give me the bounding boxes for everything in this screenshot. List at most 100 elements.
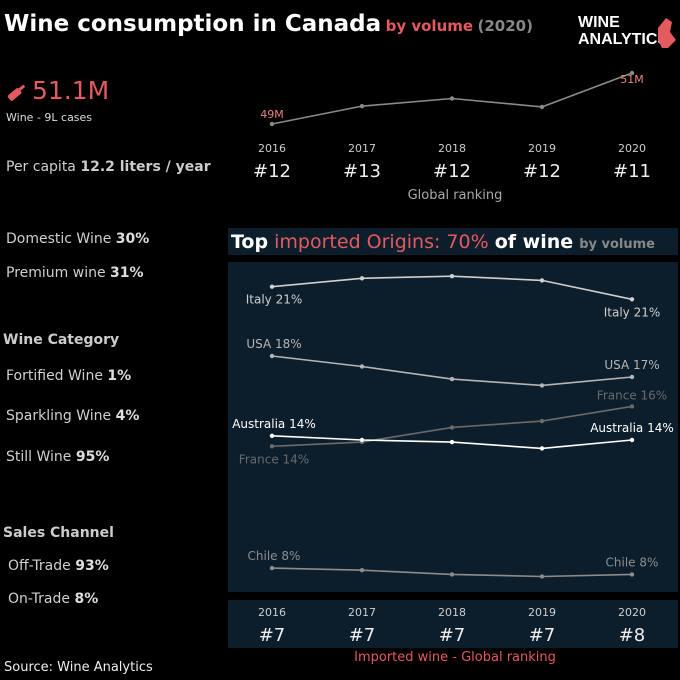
- ranking: #12: [523, 161, 561, 182]
- point: [359, 568, 365, 573]
- series-label: USA 18%: [246, 337, 301, 351]
- x-tick-label: 2018: [438, 142, 466, 155]
- origins-title: Top imported Origins: 70% of wine by vol…: [231, 231, 655, 253]
- title-part: Top: [231, 231, 268, 253]
- ranking: #8: [619, 625, 646, 646]
- stat-value: 31%: [110, 265, 144, 281]
- stat: Domestic Wine 30%: [6, 231, 149, 247]
- stat: On-Trade 8%: [8, 591, 98, 607]
- point: [449, 274, 455, 279]
- value-label: 8%: [639, 555, 658, 569]
- ranking-title: Imported wine - Global ranking: [354, 650, 556, 665]
- stat-label: Fortified Wine: [6, 368, 103, 384]
- series-name: USA: [246, 337, 272, 351]
- stat-label: Off-Trade: [8, 558, 71, 574]
- per-capita: Per capita 12.2 liters / year: [6, 159, 211, 175]
- x-tick-label: 2020: [618, 142, 646, 155]
- series-name: France: [239, 452, 279, 466]
- stat-label: Still Wine: [6, 449, 71, 465]
- left-stats: Domestic Wine 30% Premium wine 31% Fortifi…: [6, 231, 149, 607]
- series-label: Italy 21%: [246, 293, 303, 307]
- ranking: #11: [613, 161, 651, 182]
- x-tick-label: 2019: [528, 142, 556, 155]
- point: [539, 574, 545, 579]
- title: Wine consumption in Canada by volume (20…: [4, 11, 533, 37]
- per-capita-label: Per capita: [6, 159, 76, 175]
- stat-value: 1%: [107, 368, 131, 384]
- value-label: 21%: [276, 293, 303, 307]
- series-label: Italy 21%: [604, 305, 661, 319]
- x-tick-label: 2018: [438, 606, 466, 619]
- series-label: Chile 8%: [248, 549, 301, 563]
- point: [269, 433, 275, 438]
- point: [359, 437, 365, 443]
- point: [539, 446, 545, 451]
- title-year: (2020): [478, 17, 533, 35]
- kpi-label: Wine - 9L cases: [6, 111, 92, 124]
- stat-value: 93%: [75, 558, 109, 574]
- point: [629, 374, 635, 380]
- stat: Still Wine 95%: [6, 449, 109, 465]
- x-tick-label: 2016: [258, 606, 286, 619]
- ranking: #7: [529, 625, 556, 646]
- point: [359, 364, 365, 369]
- value-label: 14%: [289, 417, 316, 431]
- point: [629, 404, 635, 409]
- value-label: 14%: [647, 421, 674, 435]
- point: [359, 103, 365, 109]
- ranking-panel: [228, 600, 678, 648]
- value-label: 51M: [620, 73, 644, 86]
- point: [629, 70, 635, 76]
- ranking: #7: [439, 625, 466, 646]
- stat-label: On-Trade: [8, 591, 70, 607]
- series-label: France 14%: [239, 452, 309, 466]
- point: [539, 418, 545, 424]
- ranking: #7: [349, 625, 376, 646]
- section-title: Sales Channel: [3, 525, 114, 541]
- stat-value: 95%: [76, 449, 110, 465]
- series-name: Chile: [606, 555, 636, 569]
- value-label: 21%: [634, 305, 661, 319]
- series-label: Australia 14%: [590, 421, 674, 435]
- value-label: 18%: [275, 337, 302, 351]
- stat-label: Domestic Wine: [6, 231, 111, 247]
- x-tick-label: 2019: [528, 606, 556, 619]
- series-label: USA 17%: [604, 358, 659, 372]
- point: [629, 572, 635, 577]
- point: [449, 439, 455, 445]
- series-name: Italy: [246, 293, 272, 307]
- series-name: Italy: [604, 305, 630, 319]
- stat-label: Sparkling Wine: [6, 408, 111, 424]
- series-label: France 16%: [597, 388, 667, 402]
- stat: Fortified Wine 1%: [6, 368, 131, 384]
- series-label: Chile 8%: [606, 555, 659, 569]
- series-label: Australia 14%: [232, 417, 316, 431]
- title-sub: by volume: [386, 17, 473, 35]
- value-label: 17%: [633, 358, 660, 372]
- stat: Sparkling Wine 4%: [6, 408, 139, 424]
- x-tick-label: 2017: [348, 142, 376, 155]
- point: [449, 425, 455, 430]
- title-part: of wine: [495, 231, 573, 253]
- logo-rooster: [658, 18, 676, 48]
- point: [269, 353, 275, 359]
- value-label: 8%: [281, 549, 300, 563]
- point: [629, 437, 635, 443]
- value-label: 14%: [283, 452, 310, 466]
- stat-label: Premium wine: [6, 265, 106, 281]
- stat-value: 8%: [74, 591, 98, 607]
- section-title: Wine Category: [3, 332, 119, 348]
- source: Source: Wine Analytics: [4, 660, 153, 675]
- ranking: #12: [253, 161, 291, 182]
- ranking: #7: [259, 625, 286, 646]
- title-part: by volume: [579, 237, 655, 252]
- value-label: 16%: [641, 388, 668, 402]
- stat-value: 4%: [116, 408, 140, 424]
- stat-value: 30%: [116, 231, 150, 247]
- value-label: 49M: [260, 108, 284, 121]
- x-tick-label: 2017: [348, 606, 376, 619]
- series-name: Chile: [248, 549, 278, 563]
- point: [449, 572, 455, 577]
- point: [359, 276, 365, 281]
